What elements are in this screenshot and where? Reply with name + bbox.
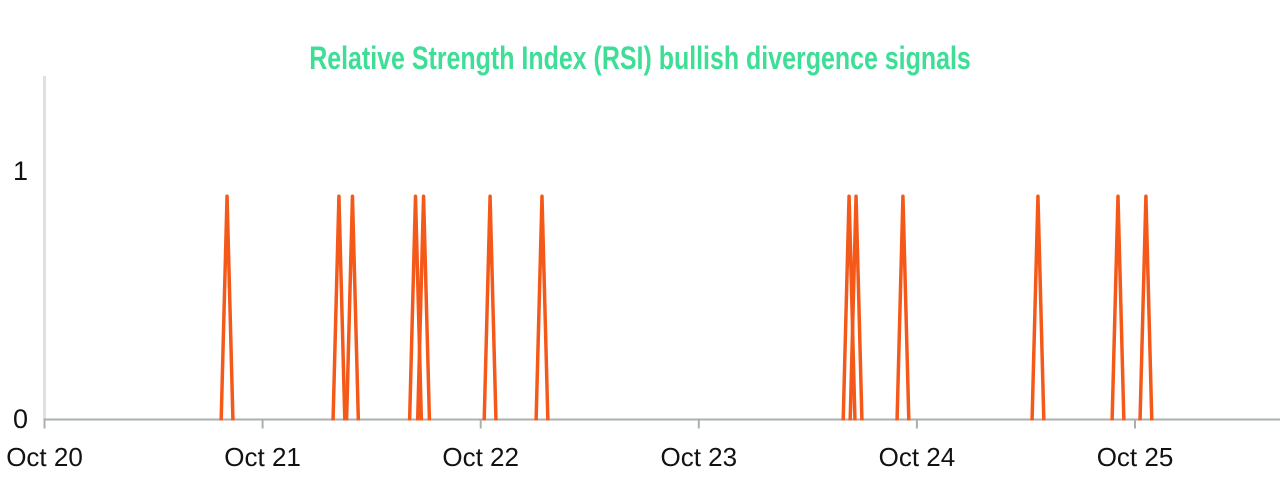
y-tick-label-0: 0: [12, 404, 28, 434]
x-tick-label-oct-21: Oct 21: [224, 442, 301, 472]
signal-spike: [1030, 194, 1046, 421]
signal-spike: [1138, 194, 1154, 421]
signal-spike: [344, 194, 361, 421]
y-tick-label-1: 1: [12, 156, 28, 186]
chart-title: Relative Strength Index (RSI) bullish di…: [309, 40, 971, 76]
signal-spike: [331, 194, 347, 421]
x-tick-label-oct-23: Oct 23: [660, 442, 738, 472]
signal-spike: [848, 194, 864, 421]
x-tick-label-oct-25: Oct 25: [1096, 442, 1174, 472]
signal-spike: [482, 194, 498, 421]
signal-spike: [219, 194, 235, 421]
signal-spike: [534, 194, 550, 421]
x-tick-label-oct-24: Oct 24: [878, 442, 956, 472]
x-tick-label-oct-20: Oct 20: [6, 442, 83, 472]
signal-spike: [895, 194, 911, 421]
signal-spike: [1110, 194, 1126, 421]
x-tick-label-oct-22: Oct 22: [442, 442, 519, 472]
signal-spike: [415, 194, 432, 421]
